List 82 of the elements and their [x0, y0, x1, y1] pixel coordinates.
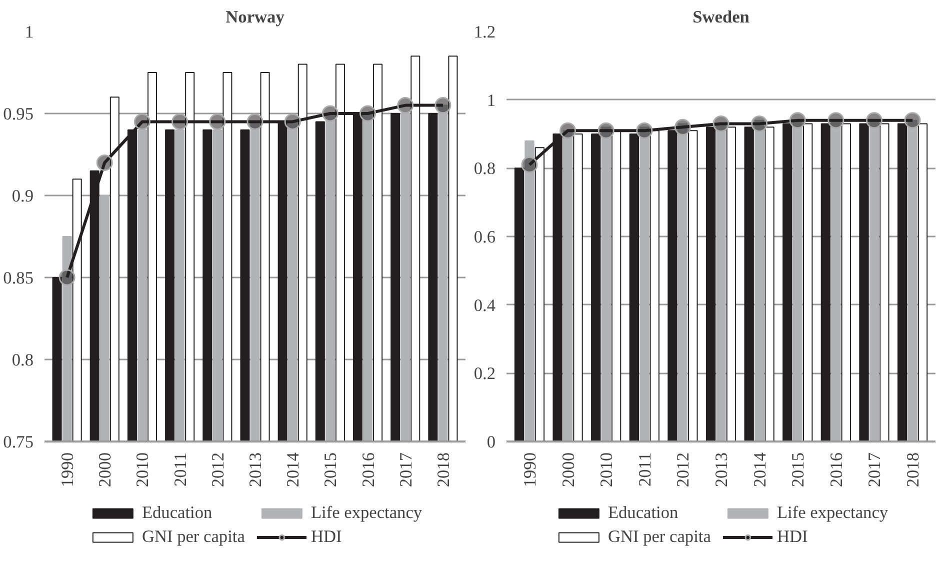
y-tick-label: 0.75	[3, 432, 34, 452]
x-tick-label: 2018	[434, 452, 453, 488]
x-tick-label: 2011	[170, 452, 190, 487]
y-tick-label: 0.2	[474, 364, 496, 384]
x-tick-label: 2017	[396, 452, 416, 488]
bar	[601, 126, 611, 442]
y-tick-label: 0.85	[3, 268, 34, 288]
legend-label: Education	[142, 503, 214, 523]
point	[828, 112, 844, 129]
x-tick-label: 2000	[96, 452, 115, 488]
point	[246, 113, 264, 130]
point	[209, 113, 226, 130]
point	[521, 156, 538, 173]
legend-label: HDI	[776, 527, 809, 547]
bar	[869, 120, 880, 442]
x-tick-label: 2010	[133, 452, 152, 488]
x-tick-label: 1990	[520, 452, 540, 488]
bar	[678, 123, 688, 442]
point	[322, 105, 338, 122]
x-tick-label: 2000	[558, 452, 578, 488]
point	[904, 112, 921, 129]
x-tick-label: 1990	[58, 452, 78, 488]
bar	[514, 168, 524, 442]
x-tick-label: 2014	[284, 452, 303, 488]
x-tick-label: 2012	[674, 452, 693, 488]
x-tick-label: 2013	[246, 452, 265, 488]
legend-label: GNI per capita	[142, 527, 246, 547]
point	[172, 113, 188, 130]
chart-title: Sweden	[692, 8, 750, 26]
x-tick-label: 2014	[750, 452, 770, 488]
bar	[524, 140, 534, 442]
y-tick-label: 0.8	[474, 159, 496, 178]
bar	[831, 120, 841, 442]
point	[360, 105, 376, 122]
x-tick-label: 2016	[826, 452, 846, 488]
point	[397, 97, 414, 114]
y-tick-label: 0.8	[12, 350, 34, 370]
y-tick-label: 0.6	[474, 228, 496, 246]
point	[751, 116, 768, 132]
legend-label: Life expectancy	[776, 503, 888, 523]
point	[789, 112, 806, 129]
y-tick-label: 0.9	[12, 186, 34, 206]
point	[58, 269, 76, 286]
y-tick-label: 1.2	[474, 22, 496, 42]
point	[674, 118, 691, 136]
x-tick-label: 2010	[597, 452, 616, 488]
point	[598, 122, 614, 139]
y-tick-label: 1	[486, 90, 496, 110]
point	[134, 113, 150, 130]
bar	[792, 120, 802, 442]
point	[434, 97, 452, 114]
legend-label: Education	[608, 503, 680, 523]
bar	[908, 120, 918, 442]
x-tick-label: 2012	[208, 452, 228, 488]
bar	[754, 120, 764, 442]
chart-title: Norway	[226, 8, 285, 26]
x-tick-label: 2016	[358, 452, 378, 488]
point	[284, 113, 301, 130]
y-tick-label: 0	[486, 432, 496, 452]
x-tick-label: 2011	[635, 452, 654, 487]
y-tick-label: 0.95	[3, 104, 34, 124]
bar	[640, 126, 650, 442]
bar	[688, 130, 698, 442]
bar	[918, 123, 928, 442]
legend-label: Life expectancy	[310, 503, 422, 523]
legend-label: HDI	[310, 527, 343, 547]
bar	[764, 126, 774, 442]
point	[560, 122, 576, 139]
x-tick-label: 2015	[788, 452, 808, 488]
legend-label: GNI per capita	[608, 527, 712, 547]
x-tick-label: 2013	[712, 452, 731, 488]
y-tick-label: 0.4	[474, 296, 496, 315]
point	[96, 154, 113, 171]
point	[712, 116, 730, 132]
bar	[562, 130, 573, 442]
x-tick-label: 2018	[904, 452, 923, 488]
bar	[716, 123, 726, 442]
y-tick-label: 1	[24, 22, 34, 42]
point	[866, 112, 882, 129]
point	[636, 122, 653, 139]
x-tick-label: 2017	[865, 452, 884, 488]
x-tick-label: 2015	[321, 452, 340, 488]
